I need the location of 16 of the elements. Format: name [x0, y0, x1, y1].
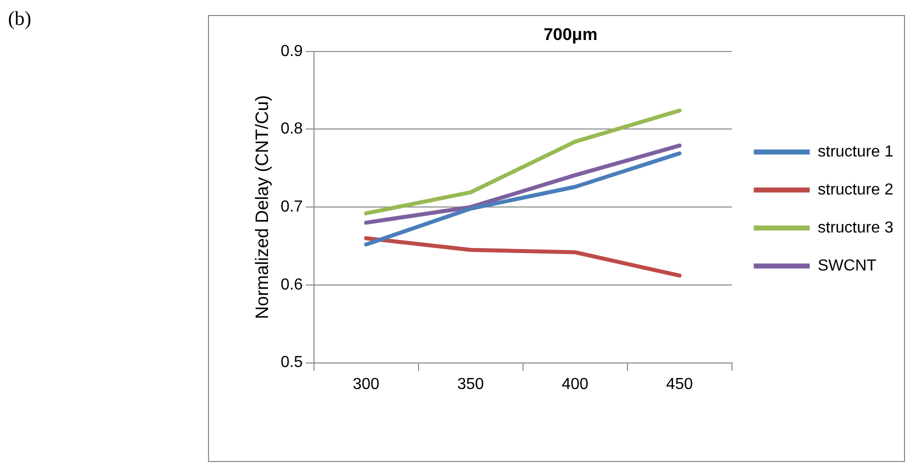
y-tick-label: 0.9 — [280, 42, 303, 60]
x-tick-label: 400 — [562, 376, 588, 393]
y-tick-label: 0.8 — [280, 120, 303, 138]
legend-label: structure 3 — [818, 219, 894, 236]
y-tick-label: 0.7 — [280, 198, 303, 216]
text: (b) — [8, 8, 32, 31]
x-tick-label: 450 — [666, 376, 693, 393]
x-tick-label: 350 — [457, 376, 484, 393]
legend-label: structure 2 — [818, 181, 894, 198]
legend-label: structure 1 — [818, 143, 894, 160]
x-tick-label: 300 — [352, 376, 380, 393]
y-axis-title: Normalized Delay (CNT/Cu) — [252, 95, 272, 320]
y-tick-label: 0.6 — [280, 276, 303, 294]
chart-title: 700μm — [544, 24, 598, 44]
legend-label: SWCNT — [818, 257, 877, 274]
y-tick-label: 0.5 — [280, 354, 303, 372]
